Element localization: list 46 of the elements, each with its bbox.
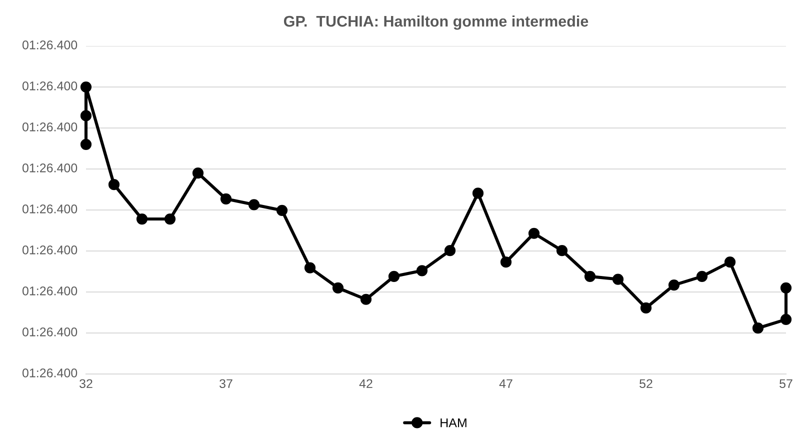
text: 01:26.400 <box>22 368 78 378</box>
text: 01:26.400 <box>22 122 78 132</box>
point <box>192 168 204 179</box>
point <box>108 179 120 190</box>
point <box>136 213 148 225</box>
x-tick-label: 47 <box>499 379 512 388</box>
point <box>388 270 400 282</box>
point <box>780 282 792 294</box>
point <box>276 204 288 216</box>
point <box>80 138 92 150</box>
point <box>248 199 260 210</box>
legend-label: HAM <box>440 418 466 428</box>
point <box>780 314 792 326</box>
point <box>752 322 764 334</box>
point <box>80 81 92 93</box>
point <box>584 270 596 282</box>
point <box>696 270 708 282</box>
text: 01:26.400 <box>22 246 78 254</box>
x-tick-label: 57 <box>780 379 792 388</box>
point <box>444 245 456 256</box>
text: 01:26.400 <box>22 328 78 336</box>
point <box>556 245 568 256</box>
text: 01:26.400 <box>22 286 78 296</box>
point <box>332 282 344 294</box>
x-tick-label: 32 <box>80 379 92 388</box>
point <box>472 188 484 199</box>
point <box>416 265 428 276</box>
x-tick-label: 52 <box>640 379 652 388</box>
text: 01:26.400 <box>22 82 78 90</box>
point <box>612 274 624 285</box>
x-tick-label: 37 <box>220 379 232 388</box>
point <box>80 110 92 122</box>
point <box>724 256 736 268</box>
point <box>668 279 680 291</box>
text: 01:26.400 <box>22 204 78 214</box>
point <box>360 294 372 305</box>
point <box>528 228 540 239</box>
point <box>304 262 316 274</box>
point <box>500 256 512 268</box>
x-tick-label: 42 <box>359 379 372 388</box>
chart-title: GP. TUCHIA: Hamilton gomme intermedie <box>284 15 588 30</box>
text: 01:26.400 <box>22 164 78 172</box>
point <box>640 302 652 314</box>
point <box>220 193 232 204</box>
point <box>164 213 176 225</box>
text: 01:26.400 <box>22 40 78 50</box>
